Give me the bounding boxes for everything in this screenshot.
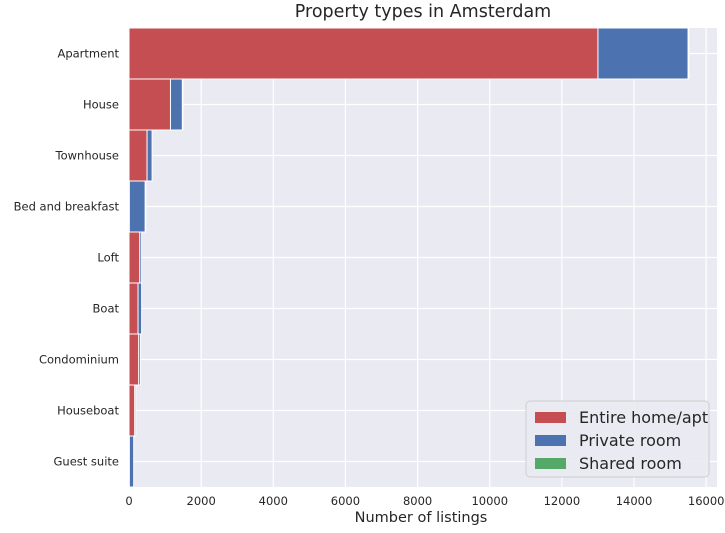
legend-label-1: Private room xyxy=(579,431,681,450)
legend-label-2: Shared room xyxy=(579,454,682,473)
x-tick-label-3: 6000 xyxy=(331,494,360,508)
category-label-8: Guest suite xyxy=(54,455,120,469)
category-label-3: Bed and breakfast xyxy=(14,200,120,214)
bar-condominium-series-0 xyxy=(128,333,140,386)
bar-townhouse-series-0 xyxy=(128,129,148,182)
legend-swatch-1 xyxy=(535,435,566,446)
x-tick-label-7: 14000 xyxy=(616,494,653,508)
chart-title: Property types in Amsterdam xyxy=(295,2,551,22)
x-tick-label-4: 8000 xyxy=(403,494,432,508)
bar-house-series-1 xyxy=(169,78,183,131)
category-label-4: Loft xyxy=(97,251,119,265)
bar-guest-suite-series-1 xyxy=(128,435,135,488)
legend-label-0: Entire home/apt xyxy=(579,408,708,427)
x-tick-labels: 0 2000 4000 6000 8000 10000 12000 14000 16000 xyxy=(125,494,724,508)
x-tick-label-5: 10000 xyxy=(471,494,508,508)
legend-swatch-0 xyxy=(535,412,566,423)
bar-boat-series-1 xyxy=(137,282,143,335)
x-tick-label-2: 4000 xyxy=(259,494,288,508)
legend-box xyxy=(525,400,710,478)
x-tick-label-0: 0 xyxy=(125,494,132,508)
bar-houseboat-series-0 xyxy=(128,384,136,437)
bar-condominium-series-1 xyxy=(138,333,142,386)
category-label-6: Condominium xyxy=(39,353,119,367)
bar-apartment-series-2 xyxy=(687,27,690,80)
bar-loft-series-1 xyxy=(139,231,143,284)
x-tick-label-1: 2000 xyxy=(187,494,216,508)
bar-apartment-series-1 xyxy=(597,27,689,80)
bar-townhouse-series-1 xyxy=(146,129,153,182)
bar-apartment-series-0 xyxy=(128,27,599,80)
x-axis-title: Number of listings xyxy=(355,510,488,526)
category-label-0: Apartment xyxy=(57,47,119,61)
category-label-1: House xyxy=(83,98,119,112)
category-label-7: Houseboat xyxy=(57,404,119,418)
bars xyxy=(128,27,690,488)
x-tick-label-6: 12000 xyxy=(544,494,581,508)
category-label-2: Townhouse xyxy=(55,149,119,163)
legend: Entire home/apt Private room Shared room xyxy=(525,400,710,478)
bar-loft-series-0 xyxy=(128,231,141,284)
bar-house-series-2 xyxy=(181,78,184,131)
category-label-5: Boat xyxy=(93,302,120,316)
bar-bed-and-breakfast-series-1 xyxy=(128,180,146,233)
bar-boat-series-0 xyxy=(128,282,139,335)
legend-swatch-2 xyxy=(535,458,566,469)
bar-house-series-0 xyxy=(128,78,171,131)
category-labels: Apartment House Townhouse Bed and breakfast… xyxy=(14,47,120,469)
bar-houseboat-series-1 xyxy=(134,384,137,437)
x-tick-label-8: 16000 xyxy=(688,494,725,508)
bar-bed-and-breakfast-series-2 xyxy=(144,180,147,233)
